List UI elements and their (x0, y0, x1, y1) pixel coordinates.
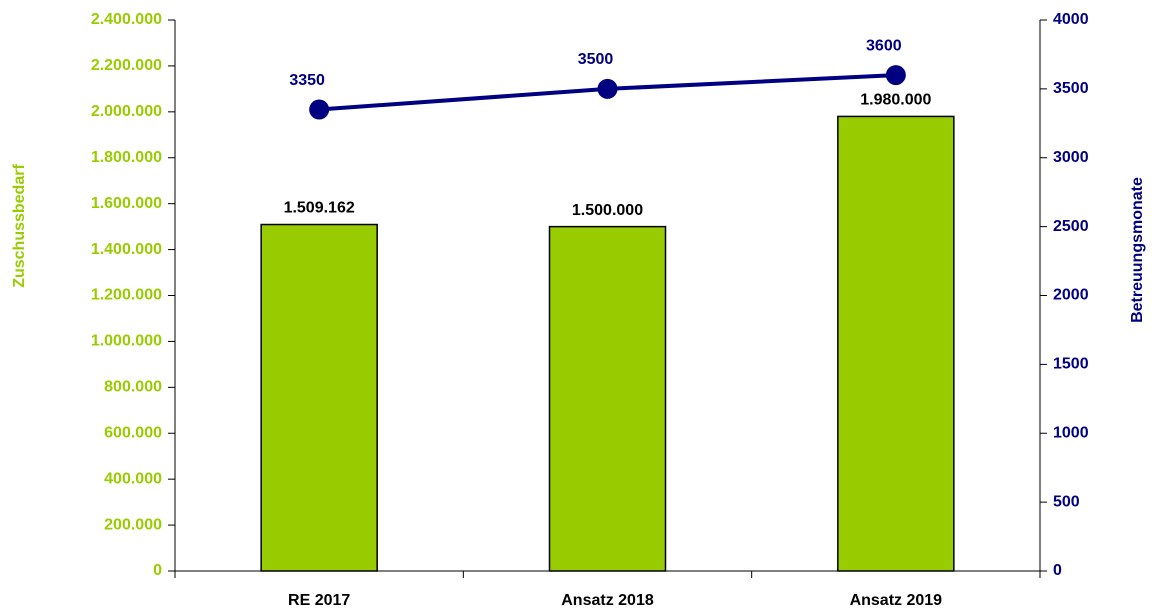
y-tick-label: 600.000 (104, 424, 162, 441)
y2-tick-label: 3500 (1053, 80, 1089, 97)
y-tick-label: 2.200.000 (91, 57, 162, 74)
y-axis-title: Zuschussbedarf (11, 164, 28, 288)
x-tick-label: RE 2017 (288, 592, 350, 609)
y2-tick-label: 3000 (1053, 149, 1089, 166)
x-tick-label: Ansatz 2019 (850, 592, 943, 609)
y-tick-label: 0 (153, 562, 162, 579)
y2-tick-label: 2000 (1053, 287, 1089, 304)
y-tick-label: 2.000.000 (91, 103, 162, 120)
x-tick-label: Ansatz 2018 (561, 592, 654, 609)
y2-tick-label: 500 (1053, 493, 1080, 510)
line-point (885, 65, 906, 86)
y-tick-label: 400.000 (104, 470, 162, 487)
bar (548, 225, 667, 572)
y2-tick-label: 2500 (1053, 218, 1089, 235)
bar (837, 115, 955, 572)
line-label: 3350 (289, 72, 325, 89)
y-tick-label: 1.600.000 (91, 195, 162, 212)
line-label: 3600 (866, 37, 902, 54)
bar (260, 223, 378, 572)
y-tick-label: 1.400.000 (91, 241, 162, 258)
y-tick-label: 1.200.000 (91, 287, 162, 304)
y-tick-label: 1.800.000 (91, 149, 162, 166)
y-tick-label: 800.000 (104, 379, 162, 396)
bar-label: 1.980.000 (860, 92, 931, 109)
y2-axis-title: Betreuungsmonate (1129, 177, 1146, 323)
y2-tick-label: 0 (1053, 562, 1062, 579)
line-point (309, 99, 330, 120)
bar-label: 1.509.162 (284, 200, 355, 217)
y2-tick-label: 1500 (1053, 356, 1089, 373)
y-tick-label: 2.400.000 (91, 11, 162, 28)
bar-label: 1.500.000 (572, 202, 643, 219)
y-tick-label: 200.000 (104, 516, 162, 533)
y2-tick-label: 4000 (1053, 11, 1089, 28)
y-tick-label: 1.000.000 (91, 333, 162, 350)
line-label: 3500 (578, 51, 614, 68)
line-point (597, 78, 618, 99)
y2-tick-label: 1000 (1053, 424, 1089, 441)
